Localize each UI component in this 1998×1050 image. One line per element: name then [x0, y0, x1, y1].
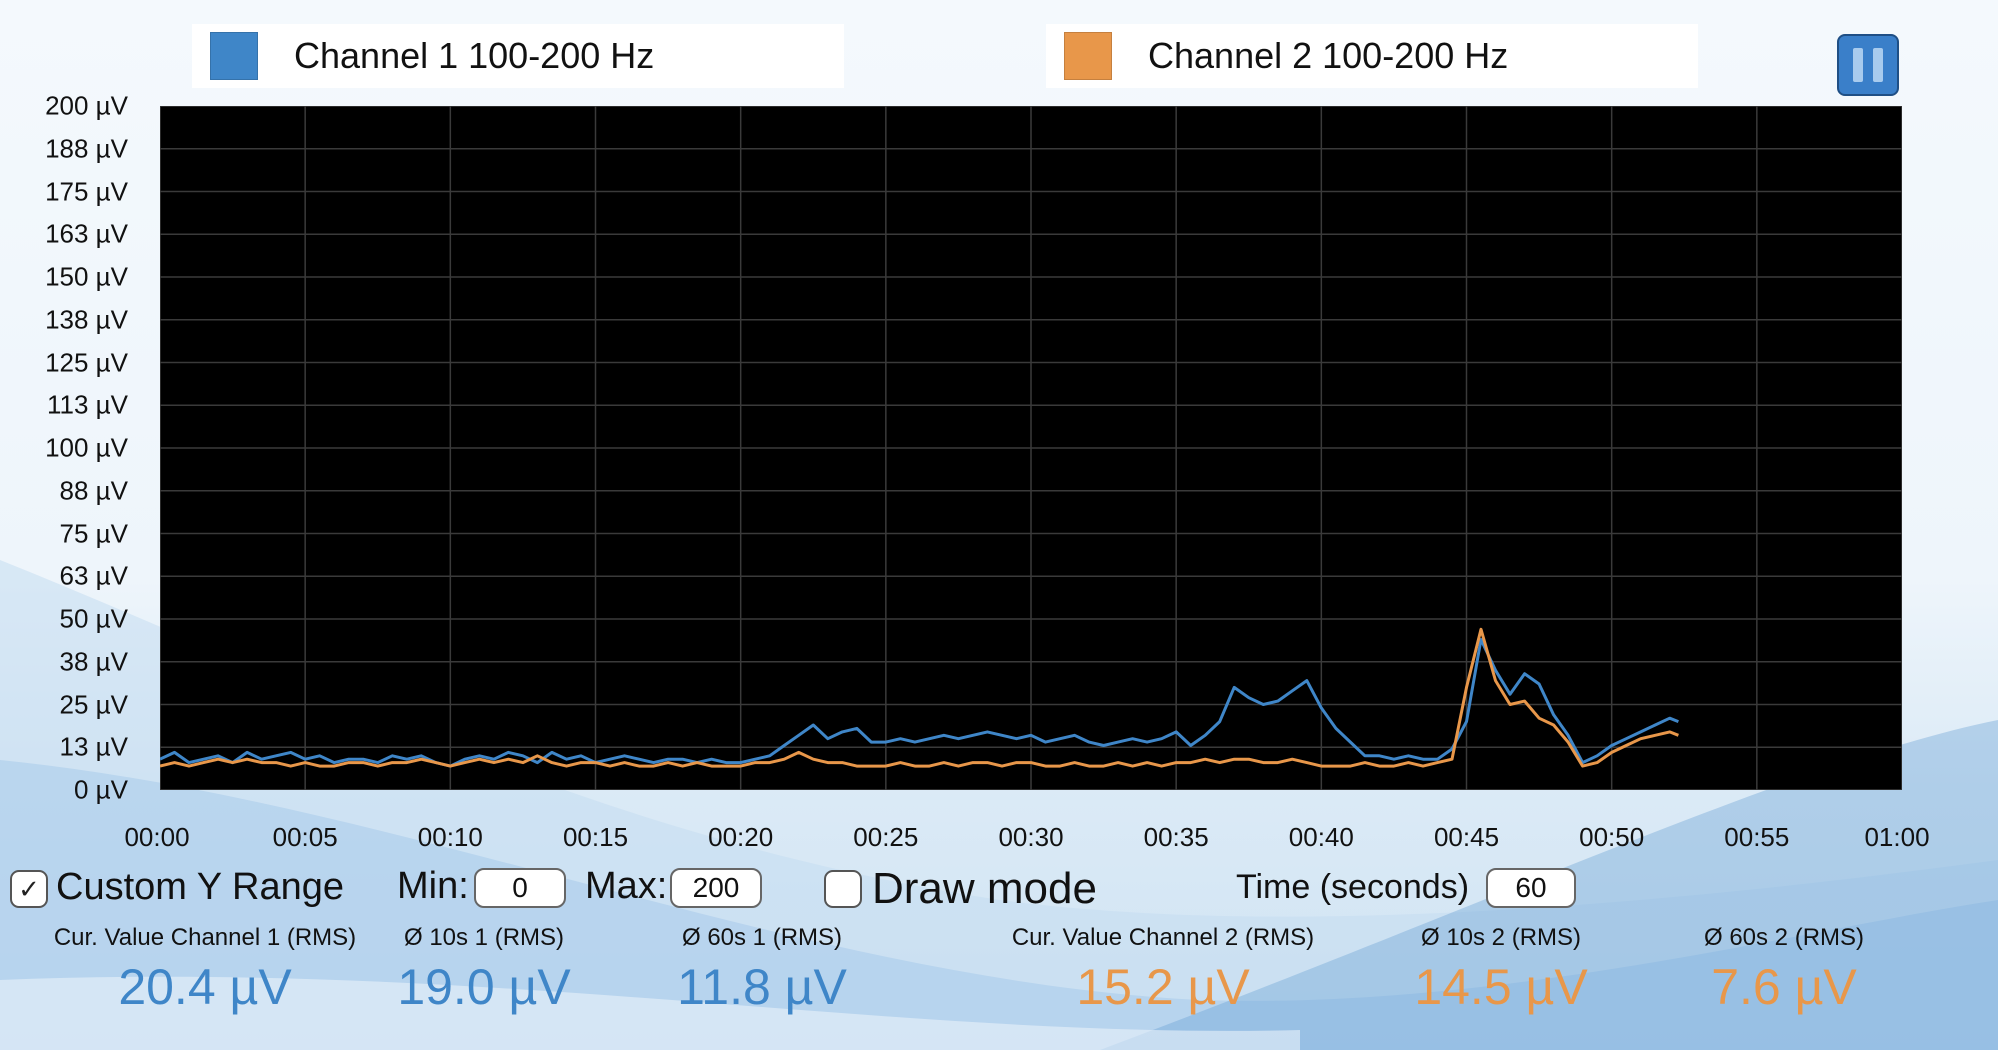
- y-tick-label: 125 µV: [45, 347, 128, 377]
- y-tick-label: 200 µV: [45, 90, 128, 121]
- y-tick-label: 138 µV: [45, 304, 128, 335]
- y-tick-label: 150 µV: [45, 261, 128, 292]
- max-label: Max:: [585, 865, 668, 907]
- y-tick-label: 38 µV: [59, 646, 128, 677]
- stat-block: Cur. Value Channel 1 (RMS) 20.4 µV: [25, 924, 385, 1016]
- stat-value: 14.5 µV: [1414, 959, 1588, 1015]
- stat-value: 7.6 µV: [1711, 959, 1857, 1015]
- x-tick-label: 00:10: [417, 822, 483, 852]
- chart-plot-area: [160, 106, 1902, 790]
- stat-label: Ø 10s 2 (RMS): [1420, 924, 1582, 951]
- legend-label-channel-2: Channel 2 100-200 Hz: [1148, 35, 1509, 76]
- time-seconds-label: Time (seconds): [1236, 868, 1470, 906]
- stat-block: Ø 60s 2 (RMS) 7.6 µV: [1604, 924, 1964, 1016]
- stat-label: Cur. Value Channel 2 (RMS): [1011, 924, 1315, 951]
- y-tick-label: 13 µV: [59, 731, 128, 762]
- y-tick-label: 88 µV: [59, 475, 128, 506]
- stat-block: Ø 10s 1 (RMS) 19.0 µV: [304, 924, 664, 1016]
- y-tick-label: 50 µV: [59, 603, 128, 634]
- x-tick-label: 00:15: [562, 822, 629, 852]
- x-tick-label: 00:45: [1433, 822, 1500, 852]
- draw-mode-checkbox[interactable]: [824, 870, 862, 908]
- stat-value: 11.8 µV: [677, 959, 847, 1015]
- series-line-channel-2: [160, 627, 1679, 768]
- x-tick-label: 00:30: [998, 822, 1064, 852]
- x-tick-label: 00:00: [124, 822, 190, 852]
- x-tick-label: 00:40: [1288, 822, 1354, 852]
- y-tick-label: 100 µV: [45, 432, 128, 463]
- y-tick-label: 113 µV: [47, 389, 128, 420]
- stat-block: Ø 10s 2 (RMS) 14.5 µV: [1321, 924, 1681, 1016]
- check-icon: ✓: [18, 873, 40, 904]
- series-line-channel-1: [160, 638, 1679, 768]
- y-tick-label: 63 µV: [59, 560, 128, 591]
- time-seconds-input[interactable]: [1486, 868, 1576, 908]
- custom-y-range-checkbox[interactable]: ✓: [10, 870, 48, 908]
- stat-block: Cur. Value Channel 2 (RMS) 15.2 µV: [983, 924, 1343, 1016]
- x-tick-label: 00:25: [853, 822, 919, 852]
- pause-icon: [1853, 48, 1863, 82]
- x-tick-label: 01:00: [1864, 822, 1930, 852]
- pause-button[interactable]: [1837, 34, 1899, 96]
- legend-swatch-channel-1: [210, 32, 258, 80]
- y-tick-label: 188 µV: [45, 133, 128, 164]
- x-tick-label: 00:35: [1143, 822, 1209, 852]
- legend-label-channel-1: Channel 1 100-200 Hz: [294, 35, 655, 76]
- y-tick-label: 0 µV: [73, 774, 128, 805]
- stat-value: 20.4 µV: [118, 959, 292, 1015]
- stat-label: Ø 10s 1 (RMS): [403, 924, 565, 951]
- legend-swatch-channel-2: [1064, 32, 1112, 80]
- stat-label: Ø 60s 2 (RMS): [1703, 924, 1865, 951]
- max-input[interactable]: [670, 868, 762, 908]
- draw-mode-label: Draw mode: [872, 864, 1097, 913]
- stat-value: 15.2 µV: [1076, 959, 1250, 1015]
- x-tick-label: 00:55: [1724, 822, 1790, 852]
- min-label: Min:: [397, 865, 469, 907]
- custom-y-range-label: Custom Y Range: [56, 866, 344, 908]
- pause-icon-bar: [1873, 48, 1883, 82]
- x-tick-label: 00:05: [272, 822, 338, 852]
- stat-label: Cur. Value Channel 1 (RMS): [53, 924, 357, 951]
- legend-channel-2: Channel 2 100-200 Hz: [1046, 24, 1698, 88]
- min-input[interactable]: [474, 868, 566, 908]
- y-tick-label: 25 µV: [59, 689, 128, 719]
- stat-value: 19.0 µV: [397, 959, 571, 1015]
- legend-channel-1: Channel 1 100-200 Hz: [192, 24, 844, 88]
- stat-label: Ø 60s 1 (RMS): [681, 924, 843, 951]
- y-tick-label: 175 µV: [45, 176, 128, 206]
- x-tick-label: 00:50: [1579, 822, 1645, 852]
- y-tick-label: 163 µV: [45, 218, 128, 249]
- stat-block: Ø 60s 1 (RMS) 11.8 µV: [582, 924, 942, 1016]
- x-tick-label: 00:20: [708, 822, 774, 852]
- y-tick-label: 75 µV: [59, 518, 128, 548]
